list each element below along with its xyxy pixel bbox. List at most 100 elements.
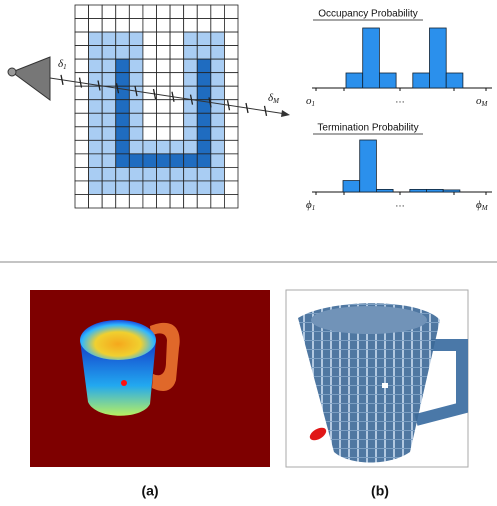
grid-cell — [184, 5, 198, 19]
grid-cell — [89, 32, 103, 46]
grid-cell — [116, 113, 130, 127]
grid-cell — [157, 59, 171, 73]
hist-title: Termination Probability — [317, 123, 418, 134]
grid-cell — [143, 46, 157, 60]
grid-cell — [129, 140, 143, 154]
grid-cell — [170, 113, 184, 127]
grid-cell — [143, 100, 157, 114]
bar — [343, 181, 360, 192]
grid-cell — [184, 100, 198, 114]
grid-cell — [102, 167, 116, 181]
grid-cell — [75, 59, 89, 73]
grid-cell — [143, 194, 157, 208]
grid-cell — [224, 140, 238, 154]
grid-cell — [157, 113, 171, 127]
grid-cell — [184, 181, 198, 195]
grid-cell — [89, 140, 103, 154]
grid-cell — [211, 100, 225, 114]
grid-cell — [211, 194, 225, 208]
first-label: o1 — [306, 95, 315, 108]
grid-cell — [102, 154, 116, 168]
grid-cell — [211, 46, 225, 60]
grid-cell — [157, 46, 171, 60]
grid-cell — [211, 59, 225, 73]
grid-cell — [157, 154, 171, 168]
grid-cell — [170, 100, 184, 114]
grid-cell — [129, 46, 143, 60]
grid-cell — [211, 113, 225, 127]
grid-cell — [75, 127, 89, 141]
grid-cell — [129, 32, 143, 46]
grid-cell — [197, 113, 211, 127]
grid-cell — [211, 5, 225, 19]
grid-cell — [157, 167, 171, 181]
label-sub: M — [272, 97, 280, 105]
grid-cell — [75, 194, 89, 208]
grid-cell — [102, 46, 116, 60]
grid-cell — [102, 19, 116, 33]
grid-cell — [197, 73, 211, 87]
bar — [430, 28, 447, 88]
grid-cell — [197, 154, 211, 168]
grid-cell — [157, 194, 171, 208]
grid-cell — [224, 127, 238, 141]
panel-label: (a) — [141, 483, 158, 499]
grid-cell — [129, 113, 143, 127]
grid-cell — [224, 194, 238, 208]
grid-cell — [75, 86, 89, 100]
grid-cell — [75, 5, 89, 19]
grid-cell — [170, 59, 184, 73]
grid-cell — [143, 19, 157, 33]
grid-cell — [211, 32, 225, 46]
grid-cell — [197, 127, 211, 141]
grid-cell — [116, 194, 130, 208]
grid-cell — [211, 154, 225, 168]
grid-cell — [116, 181, 130, 195]
grid-cell — [89, 127, 103, 141]
hist-title: Occupancy Probability — [318, 9, 418, 20]
grid-cell — [157, 181, 171, 195]
grid-cell — [157, 127, 171, 141]
grid-cell — [89, 194, 103, 208]
grid-cell — [102, 181, 116, 195]
grid-cell — [129, 167, 143, 181]
grid-cell — [143, 140, 157, 154]
grid-cell — [143, 167, 157, 181]
grid-cell — [143, 59, 157, 73]
grid-cell — [211, 127, 225, 141]
bar — [410, 189, 427, 192]
grid-cell — [157, 5, 171, 19]
grid-cell — [211, 86, 225, 100]
grid-cell — [170, 140, 184, 154]
bar — [443, 190, 460, 192]
grid-cell — [224, 46, 238, 60]
grid-cell — [170, 32, 184, 46]
grid-cell — [102, 194, 116, 208]
bar — [413, 73, 430, 88]
grid-cell — [89, 113, 103, 127]
grid-cell — [170, 194, 184, 208]
grid-cell — [157, 19, 171, 33]
ray-end-label: δM — [268, 92, 280, 105]
label-sub: 1 — [63, 63, 67, 71]
bar — [379, 73, 396, 88]
grid-cell — [184, 113, 198, 127]
grid-cell — [143, 127, 157, 141]
first-label: ϕ1 — [306, 199, 315, 212]
grid-cell — [89, 167, 103, 181]
bar — [427, 189, 444, 192]
grid-cell — [129, 19, 143, 33]
grid-cell — [116, 73, 130, 87]
grid-cell — [170, 19, 184, 33]
grid-cell — [102, 32, 116, 46]
ray-arrow — [281, 110, 290, 117]
grid-cell — [75, 19, 89, 33]
grid-cell — [157, 100, 171, 114]
grid-cell — [197, 46, 211, 60]
grid-cell — [170, 5, 184, 19]
grid-cell — [143, 154, 157, 168]
bar — [360, 140, 377, 192]
grid-cell — [116, 59, 130, 73]
label-sub: 1 — [312, 100, 316, 108]
grid-cell — [75, 32, 89, 46]
